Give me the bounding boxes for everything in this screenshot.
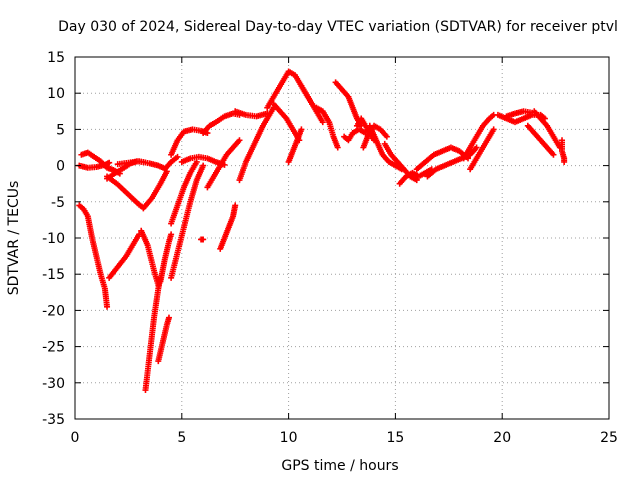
- series-arc-27: [298, 82, 326, 126]
- y-tick-label: -15: [42, 267, 65, 283]
- data-point: [106, 159, 113, 166]
- x-tick-label: 0: [71, 430, 80, 446]
- series-arc-30: [341, 126, 369, 144]
- series-arc-43: [524, 122, 557, 158]
- series-arc-5: [104, 173, 147, 211]
- y-tick-label: 10: [47, 86, 65, 102]
- series-arc-20: [217, 202, 239, 252]
- y-tick-label: 5: [56, 122, 65, 138]
- series-arc-18: [204, 137, 243, 191]
- data-point: [264, 110, 271, 117]
- y-tick-label: 0: [56, 159, 65, 175]
- series-arc-2: [76, 159, 113, 171]
- series-arc-35: [396, 166, 435, 187]
- series-arc-15: [168, 158, 200, 227]
- y-tick-label: 15: [47, 50, 65, 66]
- data-point: [232, 202, 239, 209]
- axis-ticks: 0 5 10 15 20 25 -35 -30 -25 -20 -15 -10 -5 0 5 10 15: [42, 50, 618, 446]
- series-arc-4: [114, 158, 168, 172]
- series-arc-17: [178, 153, 228, 168]
- series-arc-9: [106, 231, 143, 281]
- x-axis-label: GPS time / hours: [281, 458, 398, 474]
- series-arc-12: [157, 231, 175, 285]
- y-tick-label: -25: [42, 340, 65, 356]
- data-point: [104, 303, 111, 310]
- x-tick-label: 10: [280, 430, 298, 446]
- x-tick-label: 25: [600, 430, 618, 446]
- series-arc-23: [232, 108, 271, 120]
- y-axis-label: SDTVAR / TECUs: [6, 181, 22, 296]
- series-arc-26: [285, 126, 305, 165]
- data-point: [334, 144, 341, 151]
- data-point: [168, 231, 175, 238]
- y-tick-label: -35: [42, 412, 65, 428]
- series-arc-7: [161, 153, 181, 173]
- data-point: [561, 158, 568, 165]
- series-arc-21: [200, 110, 243, 137]
- series-arc-6: [140, 168, 170, 212]
- series-arc-28: [313, 104, 341, 151]
- data-point: [319, 119, 326, 126]
- data-point: [490, 126, 497, 133]
- chart-title: Day 030 of 2024, Sidereal Day-to-day VTE…: [58, 19, 618, 35]
- y-tick-label: -5: [51, 195, 65, 211]
- series-arc-42: [531, 108, 563, 151]
- series-arc-38: [460, 111, 497, 162]
- data-point: [174, 153, 181, 160]
- x-tick-label: 15: [386, 430, 404, 446]
- y-tick-label: -20: [42, 303, 65, 319]
- data-point: [200, 162, 207, 169]
- series-arc-41: [503, 108, 536, 120]
- y-tick-label: -10: [42, 231, 65, 247]
- data-point: [473, 144, 480, 151]
- series-arc-19: [198, 236, 207, 243]
- y-tick-label: -30: [42, 376, 65, 392]
- x-tick-label: 20: [493, 430, 511, 446]
- data-point: [298, 126, 305, 133]
- series-arc-29: [332, 79, 365, 129]
- data-point: [236, 137, 243, 144]
- data-point: [165, 314, 172, 321]
- series-arc-8: [76, 202, 111, 310]
- data-point: [383, 133, 390, 140]
- series-arc-39: [467, 126, 497, 173]
- data-marks: [76, 68, 568, 394]
- series-arc-14: [168, 162, 207, 281]
- series-arc-13: [155, 314, 172, 365]
- series-arc-44: [559, 137, 568, 165]
- x-tick-label: 5: [177, 430, 186, 446]
- series-arc-22: [236, 104, 277, 184]
- data-point: [550, 151, 557, 158]
- data-point: [200, 236, 207, 243]
- series-arc-11: [142, 274, 164, 394]
